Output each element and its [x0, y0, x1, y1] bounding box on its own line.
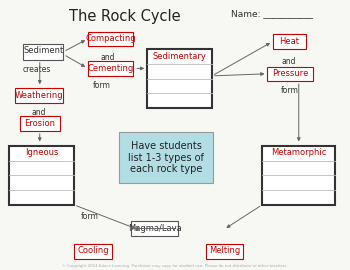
Text: form: form: [80, 212, 99, 221]
Text: Name: ___________: Name: ___________: [231, 9, 313, 18]
FancyBboxPatch shape: [273, 34, 306, 49]
Text: © Copyright 2014 Educe Learning. Purchaser may copy for student use. Please do n: © Copyright 2014 Educe Learning. Purchas…: [62, 264, 288, 268]
Text: creates: creates: [23, 65, 51, 74]
FancyBboxPatch shape: [15, 88, 63, 103]
Text: Weathering: Weathering: [15, 91, 63, 100]
Text: Pressure: Pressure: [272, 69, 308, 78]
FancyBboxPatch shape: [206, 244, 243, 259]
Text: Sedimentary: Sedimentary: [152, 52, 206, 61]
FancyBboxPatch shape: [147, 49, 212, 108]
FancyBboxPatch shape: [262, 146, 335, 205]
FancyBboxPatch shape: [131, 221, 178, 236]
Text: Cooling: Cooling: [77, 247, 109, 255]
Text: Heat: Heat: [279, 37, 299, 46]
Text: and: and: [31, 108, 46, 117]
Text: Igneous: Igneous: [25, 148, 58, 157]
Text: form: form: [93, 81, 111, 90]
Text: Have students
list 1-3 types of
each rock type: Have students list 1-3 types of each roc…: [128, 141, 204, 174]
Text: and: and: [101, 53, 115, 62]
FancyBboxPatch shape: [88, 61, 133, 76]
Text: and: and: [281, 57, 295, 66]
FancyBboxPatch shape: [88, 32, 133, 46]
Text: Cementing: Cementing: [88, 64, 134, 73]
FancyBboxPatch shape: [74, 244, 112, 259]
Text: The Rock Cycle: The Rock Cycle: [69, 9, 180, 24]
Text: Sediment: Sediment: [23, 46, 63, 55]
Text: form: form: [281, 86, 299, 95]
FancyBboxPatch shape: [267, 66, 313, 81]
FancyBboxPatch shape: [9, 146, 74, 205]
Text: Magma/Lava: Magma/Lava: [128, 224, 182, 233]
FancyBboxPatch shape: [23, 44, 63, 60]
Text: Erosion: Erosion: [25, 119, 55, 128]
Text: Melting: Melting: [209, 247, 240, 255]
FancyBboxPatch shape: [119, 132, 214, 183]
FancyBboxPatch shape: [20, 116, 60, 131]
Text: Metamorphic: Metamorphic: [271, 148, 327, 157]
Text: Compacting: Compacting: [85, 34, 136, 43]
